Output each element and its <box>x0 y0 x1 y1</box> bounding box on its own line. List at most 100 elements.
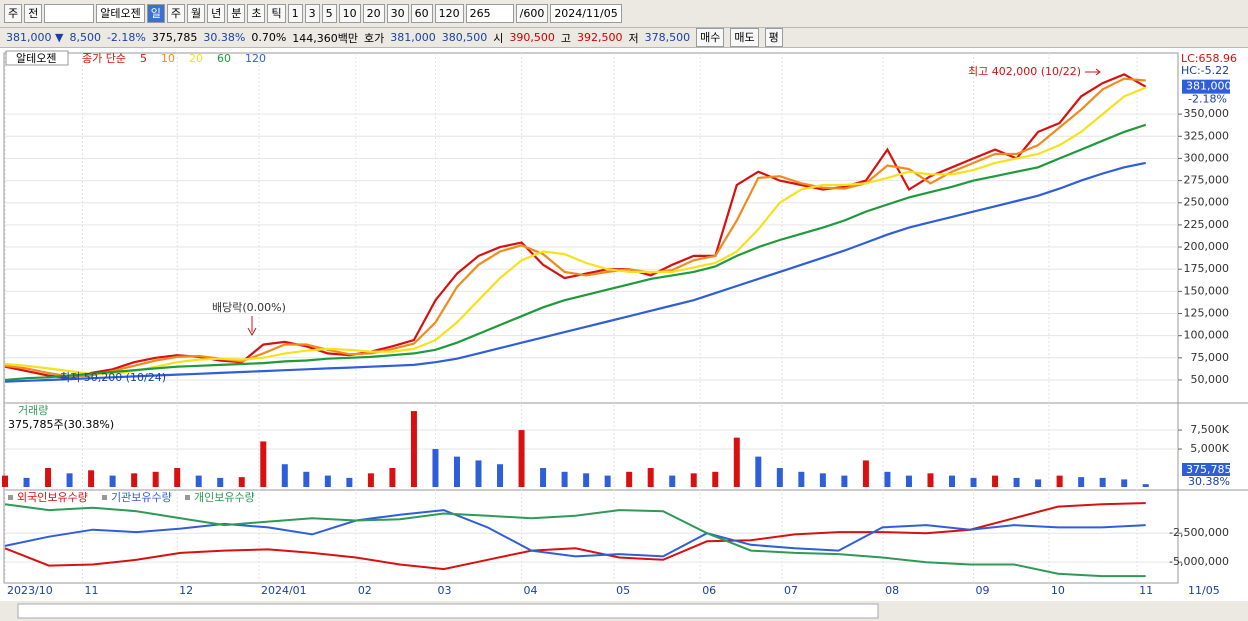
toolbar-item[interactable]: 주 <box>4 4 23 23</box>
toolbar-item[interactable]: 196170 <box>44 4 95 23</box>
y-tick-label: 275,000 <box>1184 174 1230 187</box>
annotation: 최고 402,000 (10/22) <box>968 65 1081 78</box>
toolbar-item[interactable]: 60 <box>410 4 433 23</box>
toolbar-item[interactable]: 틱 <box>267 4 286 23</box>
volume-bar <box>690 473 697 487</box>
info-item: 381,000 ▼ <box>6 31 64 44</box>
toolbar-item[interactable]: 알테오젠 <box>96 4 145 23</box>
toolbar-item[interactable]: 2024/11/05 <box>550 4 622 23</box>
volume-bar <box>324 475 331 487</box>
volume-bar <box>303 471 310 487</box>
y-tick-label: 325,000 <box>1184 129 1230 142</box>
info-item: 저 <box>628 31 639 45</box>
toolbar-item[interactable]: 10 <box>338 4 361 23</box>
volume-bar <box>776 468 783 487</box>
toolbar-item[interactable]: 일 <box>146 4 165 23</box>
volume-bar <box>260 441 267 487</box>
info-item: 375,785 <box>151 31 198 44</box>
toolbar-item[interactable]: 주 <box>166 4 185 23</box>
series-line <box>4 503 1146 578</box>
toolbar-item[interactable]: 월 <box>186 4 206 23</box>
toolbar-item[interactable]: 전 <box>24 4 43 23</box>
volume-bar <box>1121 479 1128 487</box>
toolbar-item[interactable]: 5 <box>321 4 337 23</box>
volume-bar <box>1099 477 1106 487</box>
info-item: 시 <box>493 31 504 45</box>
y-tick-label: 100,000 <box>1184 329 1230 342</box>
volume-bar <box>217 477 224 487</box>
annotation: 최저 50,200 (10/24) <box>60 371 166 384</box>
order-button[interactable]: 매수 <box>696 28 725 47</box>
series-line <box>4 123 1147 382</box>
info-item: 144,360백만 <box>292 31 359 45</box>
volume-bar <box>346 477 353 487</box>
legend-title: 종가 단순 <box>82 52 126 65</box>
y-tick-label: 225,000 <box>1184 218 1230 231</box>
toolbar-item[interactable]: 120 <box>434 4 464 23</box>
legend-entry: 외국인보유수량 <box>17 491 88 504</box>
legend-entry: 기관보유수량 <box>111 491 172 504</box>
volume-bar <box>669 475 676 487</box>
volume-bar <box>755 456 762 487</box>
toolbar-item[interactable]: 265 <box>465 4 514 23</box>
legend-swatch <box>102 495 107 500</box>
y-tick-label: -5,000,000 <box>1169 555 1229 568</box>
x-tick-label: 02 <box>358 584 372 597</box>
volume-bar <box>798 471 805 487</box>
toolbar-item[interactable]: 분 <box>227 4 246 23</box>
volume-bar <box>1035 479 1042 487</box>
x-tick-label: 11 <box>1139 584 1153 597</box>
volume-bar <box>66 473 73 487</box>
scroll-track[interactable] <box>17 603 879 619</box>
legend-swatch <box>8 495 13 500</box>
x-tick-label: 10 <box>1051 584 1065 597</box>
series-line <box>4 77 1146 378</box>
last-volume-box <box>1182 463 1230 476</box>
toolbar-item[interactable]: 년 <box>207 4 226 23</box>
toolbar-item[interactable]: 3 <box>304 4 320 23</box>
volume-bar <box>561 471 568 487</box>
legend-swatch <box>185 495 190 500</box>
toolbar-item[interactable]: 30 <box>386 4 409 23</box>
y-tick-label: 150,000 <box>1184 284 1230 297</box>
volume-bar <box>152 471 159 487</box>
legend-box <box>5 50 69 66</box>
x-tick-label: 2023/10 <box>7 584 53 597</box>
chart-bg <box>0 48 1248 621</box>
volume-bar <box>1013 477 1020 487</box>
order-button[interactable]: 매도 <box>730 28 759 47</box>
series-line <box>4 86 1147 375</box>
annotation-arrow <box>1085 68 1101 76</box>
info-bar: 381,000 ▼ 8,500 -2.18% 375,785 30.38% 0.70% 14… <box>0 28 1248 48</box>
series-line <box>4 509 1146 558</box>
x-tick-label: 11 <box>84 584 98 597</box>
volume-bar <box>626 471 633 487</box>
info-item: -2.18% <box>106 31 146 44</box>
toolbar-item[interactable]: 20 <box>362 4 385 23</box>
x-tick-label: 12 <box>179 584 193 597</box>
y-tick-label: 250,000 <box>1184 196 1230 209</box>
chart: 2023/10 11 12 2024/01 02 03 04 05 06 07 08 09 10 11 11… <box>0 48 1248 621</box>
y-tick-label: -2,500,000 <box>1169 526 1229 539</box>
volume-bar <box>819 473 826 487</box>
toolbar-item[interactable]: 초 <box>247 4 266 23</box>
info-item: 378,500 <box>644 31 691 44</box>
volume-bar <box>410 411 417 487</box>
x-tick-label: 09 <box>976 584 990 597</box>
y-tick-label: 50,000 <box>1191 373 1230 386</box>
y-tick-label: 350,000 <box>1184 107 1230 120</box>
info-item: 0.70% <box>251 31 287 44</box>
info-item: 380,500 <box>441 31 488 44</box>
info-item: 8,500 <box>69 31 101 44</box>
volume-bar <box>841 475 848 487</box>
order-button[interactable]: 평 <box>764 28 783 47</box>
toolbar-item[interactable]: /600 <box>515 4 549 23</box>
volume-bar <box>2 475 8 487</box>
y-tick-label: 7,500K <box>1190 423 1229 436</box>
toolbar-item[interactable]: 1 <box>287 4 303 23</box>
volume-bar <box>604 475 611 487</box>
volume-bar <box>195 475 202 487</box>
volume-bar <box>174 468 181 487</box>
volume-bar <box>540 468 547 487</box>
